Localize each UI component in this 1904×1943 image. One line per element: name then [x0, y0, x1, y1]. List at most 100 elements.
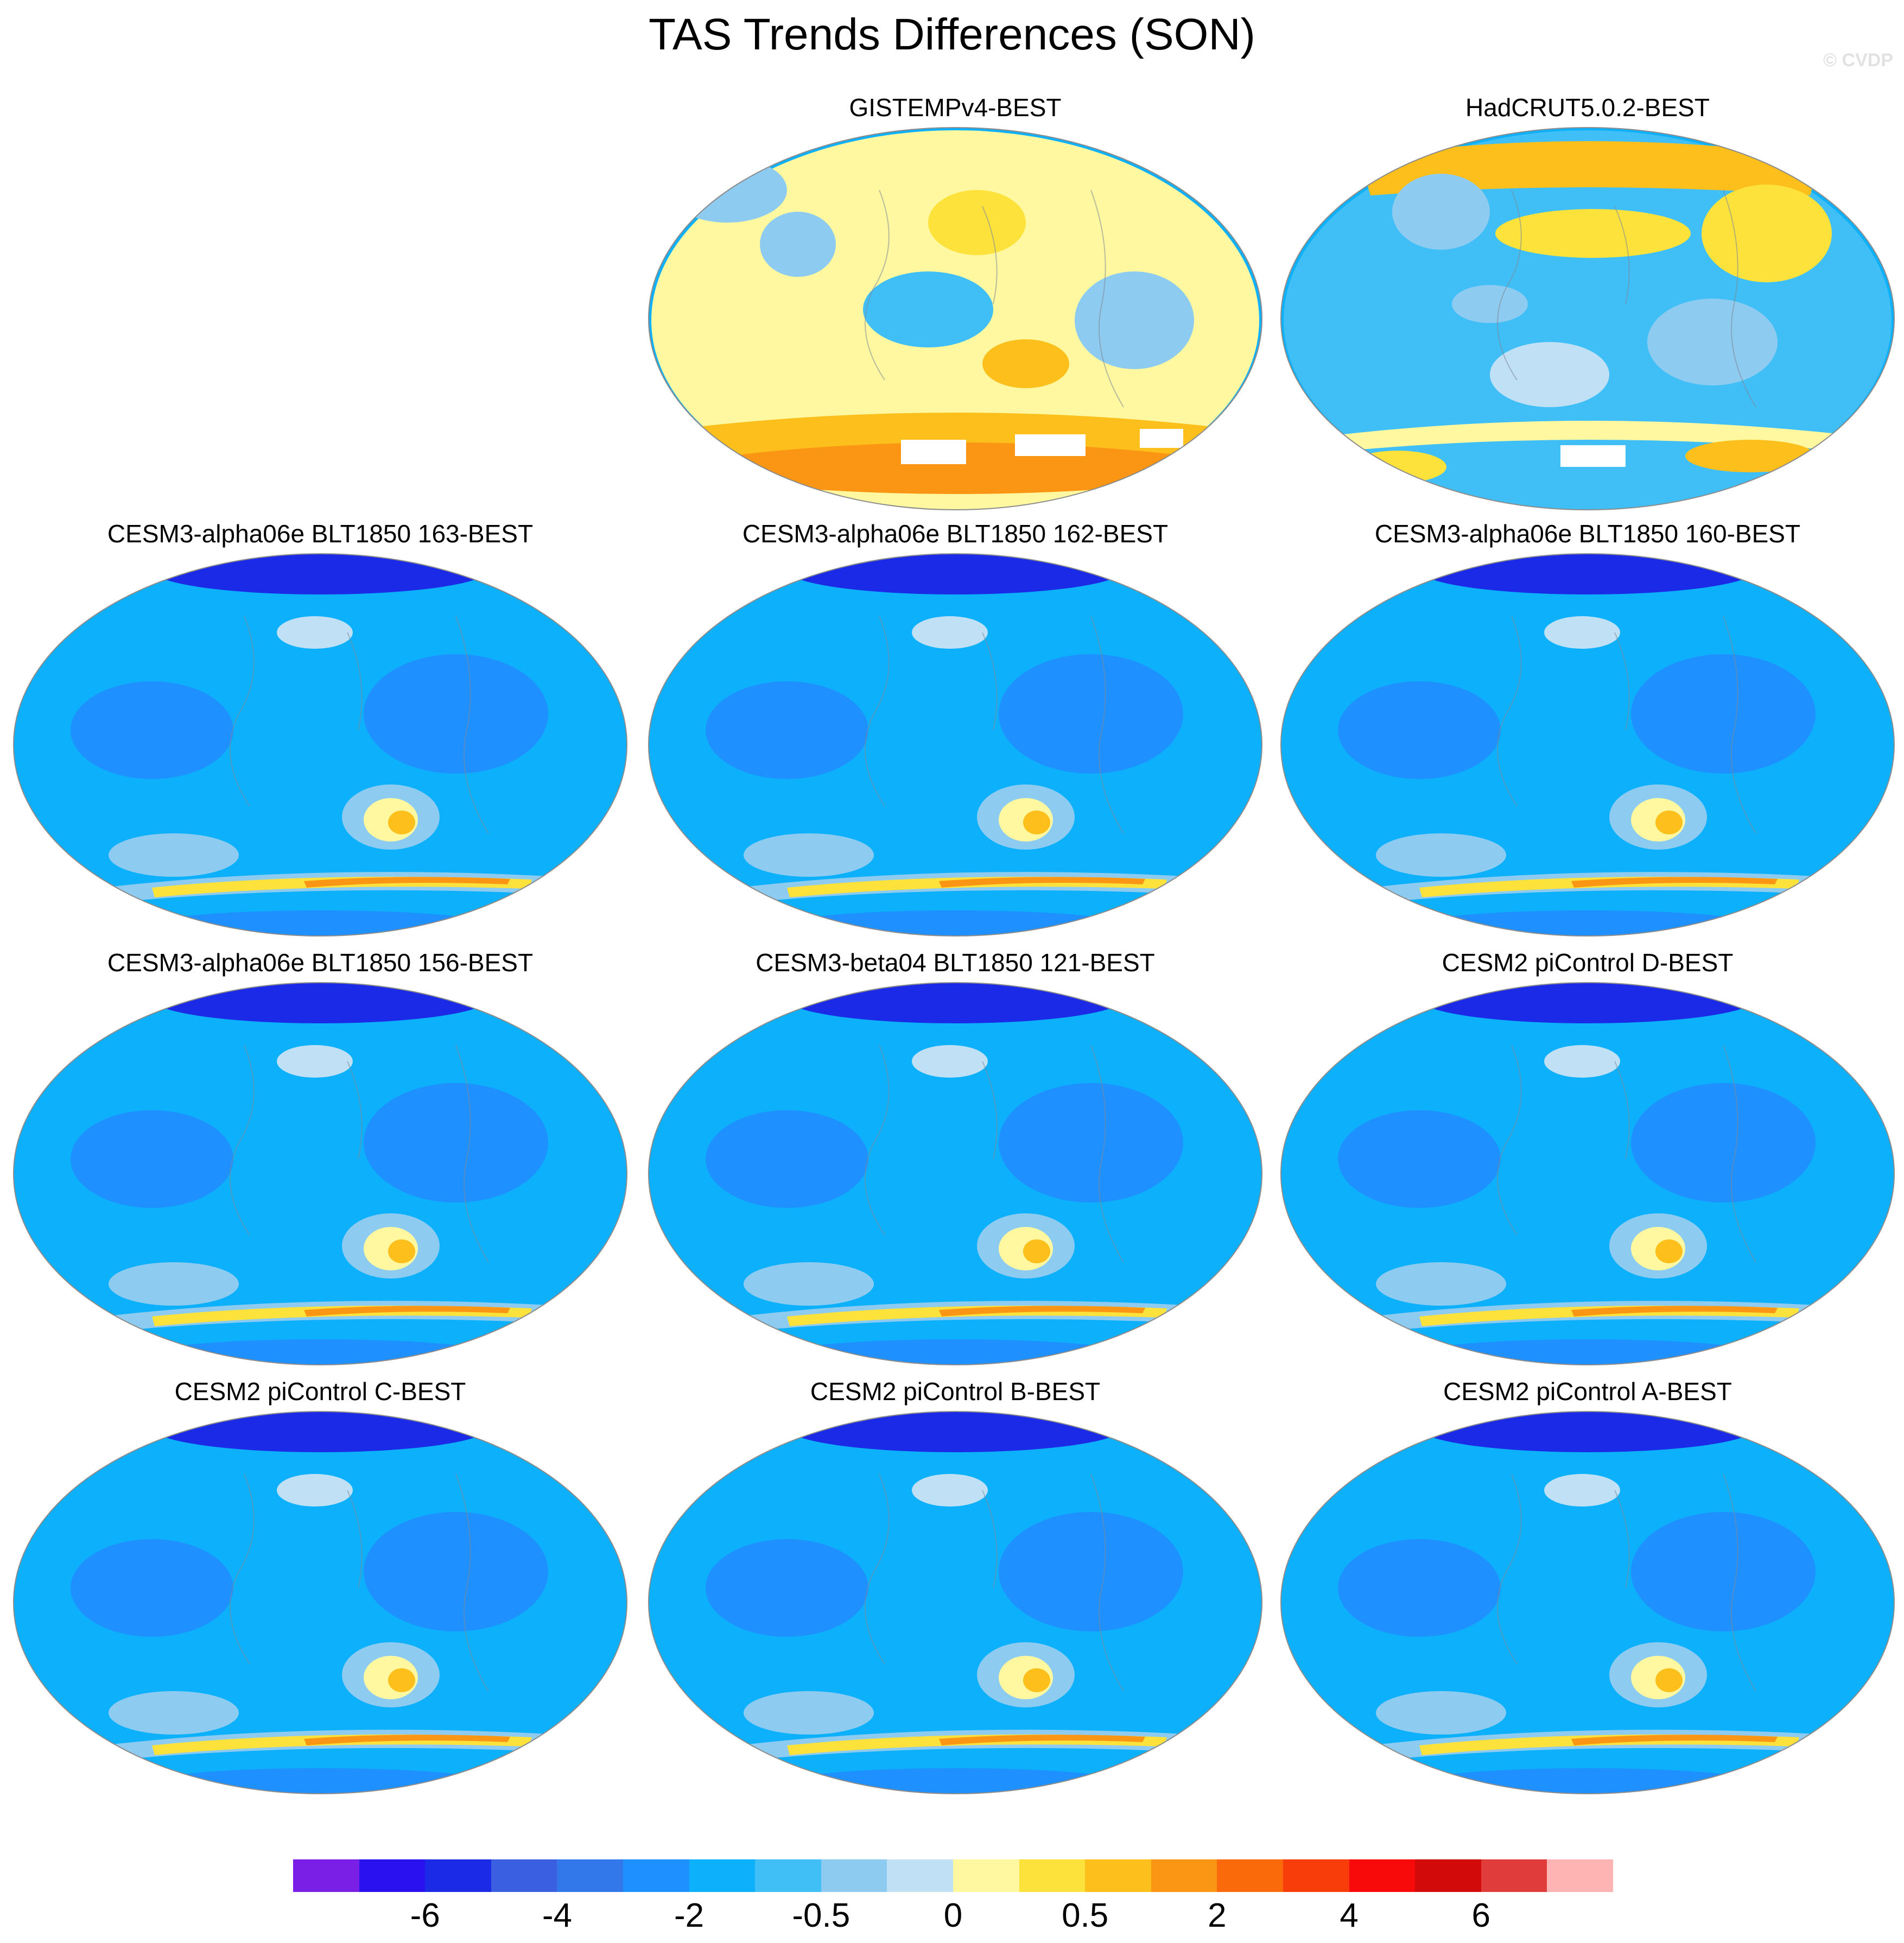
anomaly-region	[364, 654, 548, 774]
anomaly-region	[1419, 554, 1756, 594]
coastlines	[865, 1045, 1124, 1263]
colorbar-tick-label: -6	[410, 1897, 440, 1934]
map-panel: CESM3-alpha06e BLT1850 156-BEST	[11, 947, 630, 1376]
panel-title: CESM2 piControl B-BEST	[810, 1377, 1101, 1406]
robinson-map	[1280, 127, 1895, 510]
anomaly-region	[1560, 445, 1626, 467]
anomaly-region	[928, 190, 1026, 255]
anomaly-region	[1647, 299, 1778, 385]
anomaly-region	[787, 1412, 1124, 1452]
anomaly-region	[706, 681, 868, 779]
coastlines	[1497, 616, 1756, 834]
coastlines	[1497, 1473, 1756, 1692]
panel-title: CESM2 piControl D-BEST	[1442, 948, 1734, 977]
anomaly-region	[304, 1735, 510, 1745]
panel-title: CESM3-beta04 BLT1850 121-BEST	[756, 948, 1155, 977]
colorbar-swatch	[557, 1859, 623, 1892]
anomaly-region	[760, 212, 836, 277]
anomaly-region	[706, 1539, 868, 1637]
anomaly-region	[277, 1474, 353, 1507]
colorbar-tick-label: -2	[674, 1897, 705, 1934]
anomaly-region	[1140, 429, 1183, 448]
coastlines	[230, 1045, 489, 1263]
colorbar: -6 -4 -2 -0.5 0 0.5 2 4 6	[293, 1859, 1613, 1935]
anomaly-region	[1376, 833, 1506, 877]
colorbar-tick-label: -0.5	[792, 1897, 851, 1934]
anomaly-region	[388, 1668, 415, 1692]
panel-title: GISTEMPv4-BEST	[849, 93, 1062, 122]
anomaly-region	[1023, 1668, 1050, 1692]
map-outline	[648, 1411, 1262, 1794]
anomaly-region	[364, 1083, 548, 1202]
anomaly-region	[999, 1083, 1183, 1202]
anomaly-region	[939, 1306, 1145, 1317]
coastlines	[865, 189, 1124, 408]
figure-title: TAS Trends Differences (SON)	[649, 10, 1255, 59]
map-outline	[13, 1411, 627, 1794]
map-panel: CESM2 piControl D-BEST	[1278, 947, 1897, 1376]
map-outline	[1280, 553, 1895, 936]
anomaly-region	[1544, 1045, 1620, 1078]
anomaly-region	[109, 833, 239, 877]
anomaly-region	[388, 811, 415, 834]
coastlines	[230, 616, 489, 834]
map-panel: HadCRUT5.0.2-BEST	[1278, 92, 1897, 521]
anomaly-region	[912, 616, 988, 649]
colorbar-swatch	[1085, 1859, 1151, 1892]
anomaly-region	[1631, 1512, 1816, 1631]
anomaly-region	[706, 1110, 868, 1208]
robinson-map	[1280, 982, 1895, 1365]
anomaly-region	[744, 1691, 874, 1735]
anomaly-region	[71, 1110, 233, 1208]
anomaly-region	[304, 1306, 510, 1317]
anomaly-region	[1392, 174, 1490, 250]
map-panel: GISTEMPv4-BEST	[646, 92, 1265, 521]
colorbar-labels: -6 -4 -2 -0.5 0 0.5 2 4 6	[293, 1897, 1613, 1935]
coastlines	[230, 1473, 489, 1692]
colorbar-swatch	[1217, 1859, 1283, 1892]
coastlines	[1497, 189, 1756, 408]
map-panel: CESM3-beta04 BLT1850 121-BEST	[646, 947, 1265, 1376]
anomaly-region	[1376, 1691, 1506, 1735]
colorbar-tick-label: 2	[1208, 1897, 1227, 1934]
robinson-map	[1280, 1411, 1895, 1794]
anomaly-region	[1544, 616, 1620, 649]
anomaly-region	[787, 983, 1124, 1023]
map-panel: CESM3-alpha06e BLT1850 162-BEST	[646, 518, 1265, 947]
robinson-map	[13, 982, 627, 1365]
robinson-map	[648, 1411, 1262, 1794]
colorbar-swatch	[1019, 1859, 1086, 1892]
colorbar-tick-label: 0	[943, 1897, 963, 1934]
anomaly-region	[999, 654, 1183, 774]
colorbar-swatch	[359, 1859, 426, 1892]
colorbar-swatch	[1481, 1859, 1547, 1892]
map-outline	[13, 553, 627, 936]
map-outline	[648, 982, 1262, 1365]
anomaly-region	[1631, 1083, 1816, 1202]
panel-title: CESM3-alpha06e BLT1850 156-BEST	[107, 948, 534, 977]
anomaly-region	[1655, 1668, 1683, 1692]
robinson-map	[648, 553, 1262, 936]
anomaly-region	[1490, 342, 1609, 407]
colorbar-swatch	[425, 1859, 491, 1892]
anomaly-region	[1338, 1110, 1501, 1208]
anomaly-region	[1571, 1735, 1778, 1745]
anomaly-region	[277, 616, 353, 649]
anomaly-region	[1343, 421, 1843, 451]
anomaly-region	[744, 833, 874, 877]
robinson-map	[13, 553, 627, 936]
colorbar-swatch	[953, 1859, 1019, 1892]
anomaly-region	[1452, 285, 1528, 323]
anomaly-region	[388, 1239, 415, 1263]
coastlines	[1497, 1045, 1756, 1263]
robinson-map	[648, 127, 1262, 510]
colorbar-swatch	[821, 1859, 887, 1892]
colorbar-swatch	[1151, 1859, 1217, 1892]
anomaly-region	[1419, 1412, 1756, 1452]
anomaly-region	[152, 1412, 488, 1452]
anomaly-region	[1015, 434, 1086, 456]
panel-title: HadCRUT5.0.2-BEST	[1465, 93, 1710, 122]
colorbar-swatch	[1415, 1859, 1481, 1892]
coastlines	[865, 1473, 1124, 1692]
anomaly-region	[71, 1539, 233, 1637]
